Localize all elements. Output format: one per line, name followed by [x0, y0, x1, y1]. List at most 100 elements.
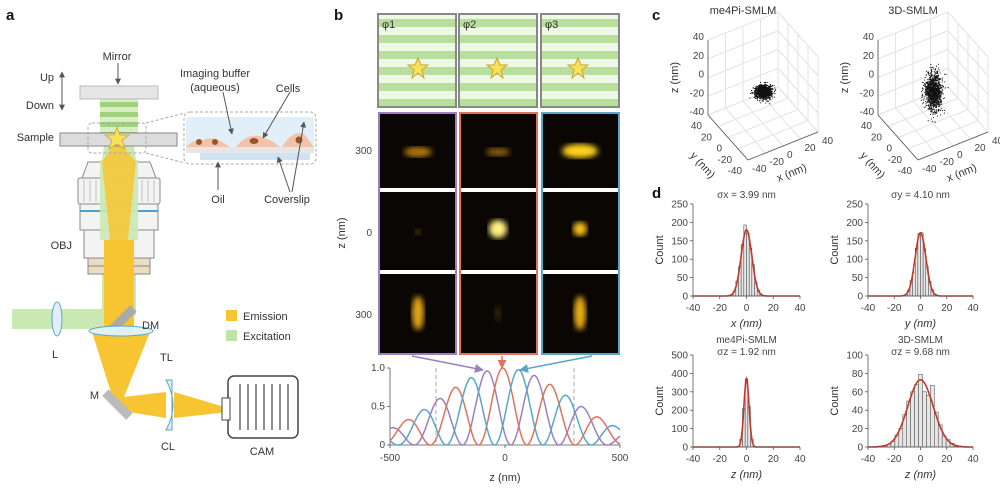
scatter-point [929, 102, 931, 104]
chart-title: me4Pi-SMLM [716, 335, 777, 346]
scatter-point [933, 110, 935, 112]
scatter-point [935, 106, 937, 108]
y-tick-label: 150 [671, 236, 688, 247]
scatter-point [767, 94, 769, 96]
grid-line [777, 49, 819, 95]
x-tick-label: 20 [768, 454, 780, 465]
x-tick-label: 20 [941, 303, 953, 314]
scatter-point [938, 98, 940, 100]
scatter-point [933, 94, 935, 96]
scatter-point [768, 86, 770, 88]
x-tick-label: -20 [887, 303, 902, 314]
scatter-point [934, 113, 936, 115]
scatter-point [921, 96, 923, 98]
scatter-point [758, 85, 759, 87]
scatter-point [938, 63, 939, 65]
scatter-point [933, 112, 934, 114]
scatter-point [757, 90, 758, 92]
scatter-point [754, 91, 755, 93]
scatter-point [927, 90, 928, 92]
scatter-point [932, 105, 934, 107]
scatter-point [770, 85, 772, 87]
scatter-point [754, 87, 755, 89]
scatter-point [940, 93, 942, 95]
scatter-point [939, 84, 941, 86]
scatter-point [766, 91, 768, 93]
y-tick-label: 200 [846, 218, 863, 229]
scatter-point [760, 82, 761, 83]
y-tick-label: 50 [852, 273, 864, 284]
scatter-point [930, 71, 932, 73]
scatter-point [947, 87, 949, 89]
row-axis-label: z (nm) [336, 217, 348, 248]
scatter-point [760, 90, 762, 92]
y-tick-label: 0 [857, 443, 863, 454]
scatter-point [760, 93, 762, 95]
y-axis-label: Count [654, 386, 666, 415]
scatter-point [769, 91, 771, 93]
scatter-point [928, 88, 930, 90]
scatter-point [759, 87, 761, 89]
mirror-m [102, 389, 133, 420]
scatter-point [934, 88, 936, 90]
label-coverslip: Coverslip [264, 194, 310, 206]
x-tick-label: 20 [805, 143, 817, 154]
scatter-point [760, 84, 762, 86]
y-axis-label: Count [829, 235, 841, 264]
scatter-point [928, 95, 929, 97]
scatter-point [927, 87, 929, 89]
scatter-point [938, 95, 940, 97]
scatter-point [765, 95, 767, 97]
emission-to-camera [174, 392, 228, 418]
scatter-point [936, 97, 938, 99]
scatter-point [933, 105, 935, 106]
scatter-point [931, 105, 933, 107]
scatter-point [767, 96, 769, 98]
scatter-point [761, 93, 763, 95]
scatter-point [934, 83, 935, 85]
z-tick-label: -20 [860, 88, 875, 99]
scatter-point [752, 93, 754, 94]
scatter-point [765, 90, 766, 92]
scatter-point [940, 99, 942, 101]
grid-line [877, 30, 949, 60]
scatter-point [771, 85, 773, 87]
scatter-point [931, 83, 933, 85]
phase-label: φ3 [545, 19, 558, 31]
histogram-bar [926, 395, 931, 448]
scatter-point [926, 102, 928, 104]
y-tick-label: 60 [852, 387, 864, 398]
scatter-point [766, 98, 768, 100]
scatter-point [925, 89, 927, 91]
scatter-point [932, 104, 934, 106]
y-tick-label: 80 [852, 369, 864, 380]
scatter-point [761, 96, 763, 97]
grid-line [717, 97, 789, 127]
scatter-point [935, 75, 937, 77]
scatter-point [935, 91, 937, 93]
scatter-point [930, 70, 932, 72]
scatter-point [935, 95, 936, 97]
scatter-point [769, 99, 770, 101]
scatter-point [936, 99, 938, 101]
scatter-point [758, 91, 760, 93]
scatter-point [933, 79, 935, 81]
scatter-point [763, 92, 765, 94]
y-tick-label: -20 [888, 155, 903, 166]
phase-pattern-3: φ3 [540, 13, 620, 108]
label-oil: Oil [211, 194, 224, 206]
scatter-point [938, 109, 940, 111]
grid-line [777, 11, 819, 58]
scatter-point [928, 89, 930, 91]
scatter-point [921, 95, 923, 97]
scatter-point [763, 97, 765, 99]
scatter-point [938, 96, 940, 97]
scatter-point [932, 77, 933, 79]
scatter-point [937, 91, 939, 93]
scatter-point [938, 87, 940, 88]
scatter-point [931, 83, 933, 85]
scatter-point [937, 94, 939, 96]
scatter-point [930, 90, 932, 92]
scatter-point [767, 90, 768, 92]
scatter-point [927, 83, 929, 85]
